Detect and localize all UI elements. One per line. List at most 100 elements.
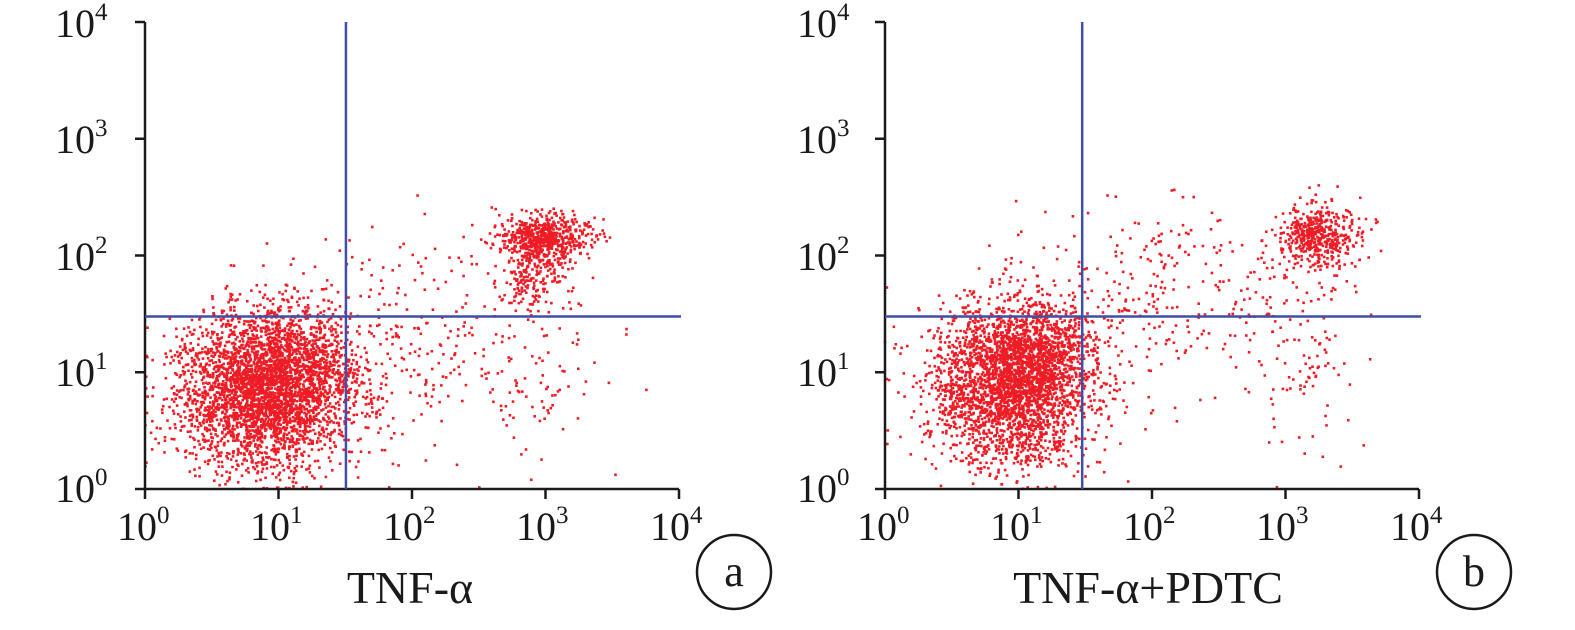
scatter-point xyxy=(366,368,369,371)
scatter-point xyxy=(229,402,233,406)
scatter-point xyxy=(326,423,329,426)
scatter-point xyxy=(286,331,289,335)
scatter-point xyxy=(357,369,360,373)
scatter-point xyxy=(453,353,456,357)
scatter-point xyxy=(522,224,525,227)
scatter-point xyxy=(272,417,275,421)
scatter-point xyxy=(378,292,381,296)
scatter-point xyxy=(234,338,238,341)
scatter-point xyxy=(547,231,551,234)
scatter-point xyxy=(337,391,340,394)
scatter-point xyxy=(270,374,274,377)
scatter-point xyxy=(197,394,200,397)
scatter-point xyxy=(281,292,284,296)
scatter-point xyxy=(339,339,343,343)
scatter-point xyxy=(531,302,534,306)
scatter-point xyxy=(169,362,172,365)
scatter-point xyxy=(294,481,298,484)
scatter-point xyxy=(297,412,300,416)
scatter-point xyxy=(259,368,263,371)
scatter-point xyxy=(259,397,262,401)
scatter-point xyxy=(296,432,299,435)
scatter-point xyxy=(528,241,531,244)
scatter-point xyxy=(254,337,257,341)
scatter-point xyxy=(206,356,210,360)
scatter-point xyxy=(605,239,608,243)
scatter-point xyxy=(259,316,263,320)
scatter-point xyxy=(299,338,303,342)
scatter-point xyxy=(347,391,351,394)
scatter-point xyxy=(294,442,297,446)
scatter-point xyxy=(528,237,532,241)
scatter-point xyxy=(547,351,550,354)
scatter-point xyxy=(462,325,465,328)
scatter-point xyxy=(572,222,575,226)
scatter-point xyxy=(266,297,269,301)
scatter-point xyxy=(272,355,276,358)
scatter-point xyxy=(279,379,282,383)
scatter-point xyxy=(315,349,318,352)
scatter-point xyxy=(555,214,558,217)
scatter-point xyxy=(241,406,244,409)
scatter-point xyxy=(325,350,328,353)
scatter-point xyxy=(309,376,313,380)
scatter-point xyxy=(369,397,373,401)
scatter-point xyxy=(568,243,571,247)
scatter-point xyxy=(213,393,216,397)
scatter-point xyxy=(250,319,254,322)
scatter-point xyxy=(296,376,300,380)
scatter-point xyxy=(593,241,597,244)
scatter-point xyxy=(257,376,261,379)
scatter-point xyxy=(277,447,281,450)
scatter-point xyxy=(191,348,195,352)
scatter-point xyxy=(270,399,273,403)
scatter-point xyxy=(276,363,279,367)
scatter-point xyxy=(302,395,305,399)
scatter-point xyxy=(273,447,277,451)
scatter-point xyxy=(443,324,447,327)
scatter-point xyxy=(492,282,496,285)
scatter-point xyxy=(352,358,355,362)
scatter-point xyxy=(236,373,239,376)
scatter-point xyxy=(518,292,521,296)
scatter-point xyxy=(290,374,293,378)
scatter-point xyxy=(348,406,352,410)
scatter-point xyxy=(537,226,541,230)
scatter-point xyxy=(470,326,473,330)
scatter-point xyxy=(186,352,189,355)
scatter-point xyxy=(447,394,450,398)
scatter-point xyxy=(267,399,270,403)
scatter-point xyxy=(169,349,172,353)
scatter-point xyxy=(310,364,313,368)
scatter-point xyxy=(545,217,549,220)
scatter-point xyxy=(193,328,196,332)
scatter-point xyxy=(514,245,518,248)
scatter-point xyxy=(384,372,388,376)
scatter-point xyxy=(292,361,296,365)
scatter-point xyxy=(590,238,594,242)
scatter-point xyxy=(304,414,308,418)
scatter-point xyxy=(298,352,302,356)
scatter-point xyxy=(206,372,209,375)
scatter-point xyxy=(246,364,249,367)
scatter-point xyxy=(536,288,539,292)
scatter-point xyxy=(342,448,345,452)
scatter-point xyxy=(271,448,275,451)
scatter-point xyxy=(591,276,595,280)
scatter-point xyxy=(248,444,252,447)
scatter-point xyxy=(251,415,255,418)
scatter-point xyxy=(322,428,325,432)
scatter-point xyxy=(338,428,342,432)
scatter-point xyxy=(170,355,174,359)
scatter-point xyxy=(220,406,223,409)
scatter-point xyxy=(270,387,274,390)
scatter-point xyxy=(442,353,445,356)
scatter-point xyxy=(563,370,566,373)
scatter-point xyxy=(538,223,541,227)
scatter-point xyxy=(257,437,260,440)
scatter-point xyxy=(250,367,254,371)
scatter-point xyxy=(1064,328,1068,332)
scatter-point xyxy=(198,388,201,391)
scatter-point xyxy=(307,357,310,360)
scatter-point xyxy=(295,438,299,441)
